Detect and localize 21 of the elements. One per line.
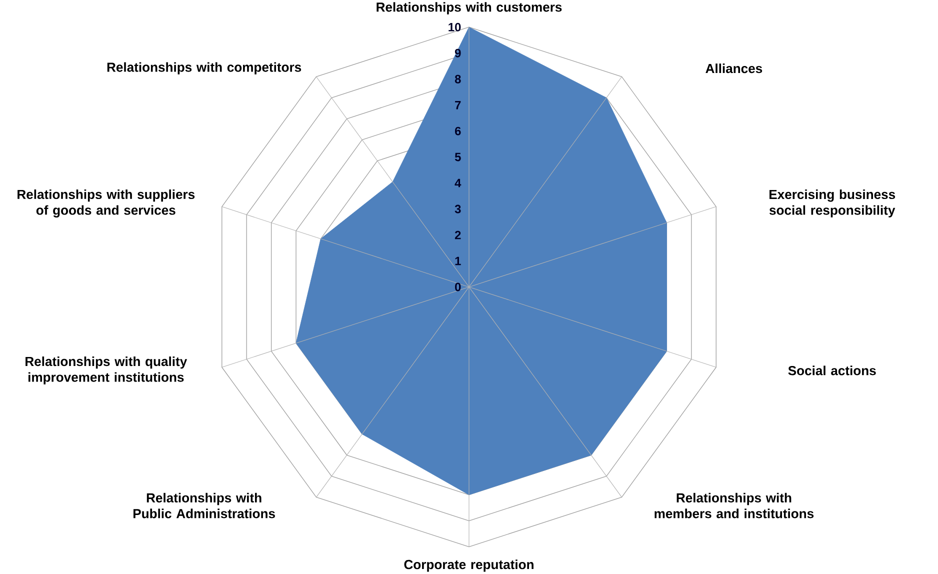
spoke-label: Relationships with competitors: [107, 62, 302, 74]
spoke-label: Alliances: [706, 64, 762, 74]
y-tick-label: 7: [455, 101, 461, 110]
y-tick-label: 1: [455, 256, 461, 266]
y-tick-label: 6: [454, 126, 461, 136]
y-tick-label: 4: [454, 178, 462, 188]
spoke-label: Relationships with Public Administrations: [134, 492, 275, 518]
y-tick-label: 9: [454, 48, 461, 58]
y-tick-label: 0: [455, 282, 461, 292]
spoke-label: Relationships with members and institutions: [654, 492, 814, 518]
y-tick-label: 8: [454, 74, 461, 84]
y-tick-label: 5: [454, 152, 461, 162]
spoke-label: Exercising business social responsibility: [769, 190, 896, 218]
y-tick-label: 3: [454, 204, 461, 214]
spoke-label: Relationships with suppliers of goods and services: [18, 189, 195, 218]
spoke-label: Corporate reputation: [404, 560, 534, 572]
spoke-label: Relationships with customers: [376, 2, 562, 14]
spoke-label: Social actions: [788, 366, 876, 376]
y-tick-label: 2: [454, 230, 461, 240]
y-tick-label: 10: [448, 22, 461, 32]
spoke-label: Relationships with quality improvement institutions: [26, 356, 188, 384]
